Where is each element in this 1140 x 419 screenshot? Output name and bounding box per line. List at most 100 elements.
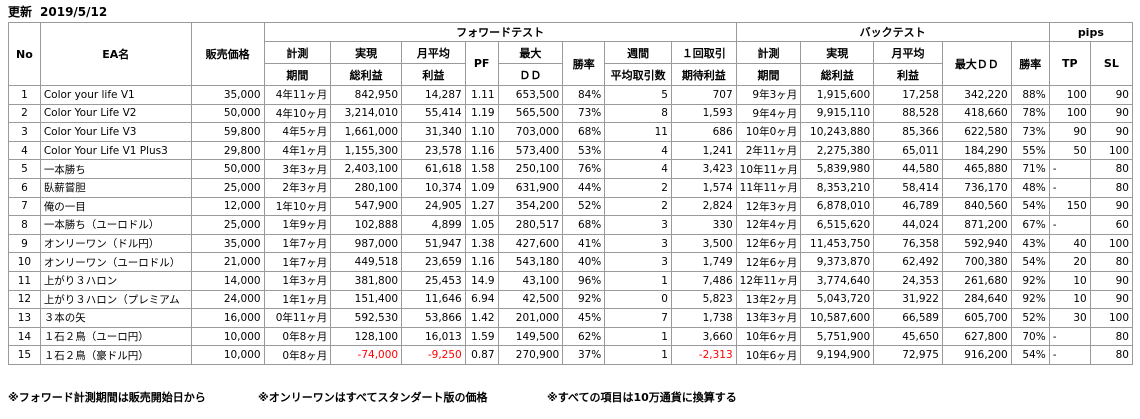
cell-expected-profit: 1,738: [670, 308, 737, 328]
cell-tp: -: [1048, 345, 1091, 365]
cell-fw-total: 381,800: [330, 270, 403, 291]
header-fw-monthly: 月平均: [401, 41, 466, 64]
cell-bt-win-rate: 54%: [1010, 196, 1050, 217]
header-bt-period-2: 期間: [735, 63, 802, 86]
cell-fw-max-dd: 280,517: [497, 215, 564, 235]
cell-fw-monthly: 16,013: [401, 326, 466, 347]
table-row: 15 １石２鳥（豪ドル円） 10,000 0年8ヶ月 -74,000 -9,250 0.87…: [8, 345, 1134, 365]
header-fw-total-2: 総利益: [330, 63, 403, 86]
cell-bt-monthly: 66,589: [873, 308, 943, 328]
header-weekly: 週間: [604, 41, 672, 64]
cell-fw-monthly: 53,866: [401, 308, 466, 328]
cell-bt-win-rate: 52%: [1010, 308, 1050, 328]
cell-fw-total: -74,000: [330, 345, 403, 365]
cell-fw-max-dd: 543,180: [497, 252, 564, 272]
header-bt-max-dd: 最大ＤＤ: [941, 41, 1012, 86]
table-row: 11 上がり３ハロン 14,000 1年3ヶ月 381,800 25,453 14.9 43,…: [8, 270, 1134, 291]
table-row: 10 オンリーワン（ユーロドル） 21,000 1年7ヶ月 449,518 23,659 1…: [8, 252, 1134, 272]
cell-fw-max-dd: 201,000: [497, 308, 564, 328]
cell-bt-max-dd: 627,800: [941, 326, 1012, 347]
cell-tp: 100: [1048, 103, 1091, 124]
header-tp: TP: [1048, 41, 1091, 86]
cell-weekly-trades: 11: [604, 122, 672, 142]
cell-bt-monthly: 24,353: [873, 270, 943, 291]
cell-fw-max-dd: 43,100: [497, 270, 564, 291]
cell-expected-profit: 5,823: [670, 289, 737, 310]
cell-expected-profit: 7,486: [670, 270, 737, 291]
cell-bt-total: 1,915,600: [800, 85, 875, 105]
cell-sl: 100: [1089, 308, 1134, 328]
cell-fw-win-rate: 45%: [562, 308, 606, 328]
cell-bt-win-rate: 43%: [1010, 233, 1050, 254]
table-row: 14 １石２鳥（ユーロ円） 10,000 0年8ヶ月 128,100 16,013 1.59…: [8, 326, 1134, 347]
cell-weekly-trades: 1: [604, 345, 672, 365]
cell-pf: 1.27: [464, 196, 499, 217]
cell-bt-period: 12年3ヶ月: [735, 196, 802, 217]
cell-bt-win-rate: 54%: [1010, 252, 1050, 272]
cell-fw-win-rate: 41%: [562, 233, 606, 254]
cell-fw-total: 592,530: [330, 308, 403, 328]
cell-bt-max-dd: 916,200: [941, 345, 1012, 365]
table-row: 13 ３本の矢 16,000 0年11ヶ月 592,530 53,866 1.42 201,0…: [8, 308, 1134, 328]
cell-fw-max-dd: 270,900: [497, 345, 564, 365]
cell-fw-period: 4年11ヶ月: [263, 85, 332, 105]
table-row: 12 上がり３ハロン（プレミアム 24,000 1年1ヶ月 151,400 11,646 6…: [8, 289, 1134, 310]
cell-no: 1: [8, 85, 41, 105]
cell-fw-win-rate: 40%: [562, 252, 606, 272]
cell-expected-profit: 2,824: [670, 196, 737, 217]
cell-fw-period: 1年7ヶ月: [263, 233, 332, 254]
cell-fw-win-rate: 76%: [562, 159, 606, 179]
table-row: 6 臥薪嘗胆 25,000 2年3ヶ月 280,100 10,374 1.09 631,900…: [8, 177, 1134, 198]
cell-fw-max-dd: 703,000: [497, 122, 564, 142]
cell-no: 15: [8, 345, 41, 365]
cell-no: 9: [8, 233, 41, 254]
cell-tp: 30: [1048, 308, 1091, 328]
footnote: ※オンリーワンはすべてスタンダート版の価格: [258, 391, 488, 404]
cell-price: 29,800: [190, 140, 265, 161]
header-price: 販売価格: [190, 22, 265, 86]
cell-bt-period: 10年11ヶ月: [735, 159, 802, 179]
cell-bt-max-dd: 736,170: [941, 177, 1012, 198]
cell-bt-total: 10,243,880: [800, 122, 875, 142]
cell-expected-profit: 707: [670, 85, 737, 105]
cell-bt-period: 12年4ヶ月: [735, 215, 802, 235]
cell-fw-max-dd: 250,100: [497, 159, 564, 179]
cell-no: 8: [8, 215, 41, 235]
cell-tp: -: [1048, 326, 1091, 347]
cell-tp: 100: [1048, 85, 1091, 105]
cell-bt-max-dd: 284,640: [941, 289, 1012, 310]
cell-bt-total: 11,453,750: [800, 233, 875, 254]
cell-bt-max-dd: 261,680: [941, 270, 1012, 291]
cell-pf: 1.05: [464, 215, 499, 235]
group-back-test: バックテスト: [735, 22, 1050, 42]
cell-price: 35,000: [190, 233, 265, 254]
cell-fw-period: 1年10ヶ月: [263, 196, 332, 217]
table-row: 4 Color Your Life V1 Plus3 29,800 4年1ヶ月 1,15…: [8, 140, 1134, 161]
table-row: 3 Color Your Life V3 59,800 4年5ヶ月 1,661,000 3…: [8, 122, 1134, 142]
cell-weekly-trades: 2: [604, 177, 672, 198]
cell-bt-win-rate: 48%: [1010, 177, 1050, 198]
cell-fw-period: 4年1ヶ月: [263, 140, 332, 161]
cell-bt-monthly: 65,011: [873, 140, 943, 161]
cell-fw-monthly: 51,947: [401, 233, 466, 254]
cell-bt-monthly: 88,528: [873, 103, 943, 124]
cell-pf: 1.16: [464, 140, 499, 161]
cell-fw-monthly: 55,414: [401, 103, 466, 124]
cell-expected-profit: 330: [670, 215, 737, 235]
cell-expected-profit: 3,500: [670, 233, 737, 254]
cell-pf: 1.19: [464, 103, 499, 124]
cell-fw-win-rate: 96%: [562, 270, 606, 291]
cell-expected-profit: 3,423: [670, 159, 737, 179]
cell-weekly-trades: 1: [604, 326, 672, 347]
cell-bt-monthly: 58,414: [873, 177, 943, 198]
cell-weekly-trades: 3: [604, 252, 672, 272]
header-bt-total: 実現: [800, 41, 875, 64]
cell-weekly-trades: 8: [604, 103, 672, 124]
table-row: 2 Color Your Life V2 50,000 4年10ヶ月 3,214,010…: [8, 103, 1134, 124]
cell-fw-total: 1,155,300: [330, 140, 403, 161]
header-weekly-2: 平均取引数: [604, 63, 672, 86]
footnote: ※すべての項目は10万通貨に換算する: [547, 391, 737, 404]
cell-fw-period: 3年3ヶ月: [263, 159, 332, 179]
cell-bt-total: 6,515,620: [800, 215, 875, 235]
cell-bt-max-dd: 622,580: [941, 122, 1012, 142]
